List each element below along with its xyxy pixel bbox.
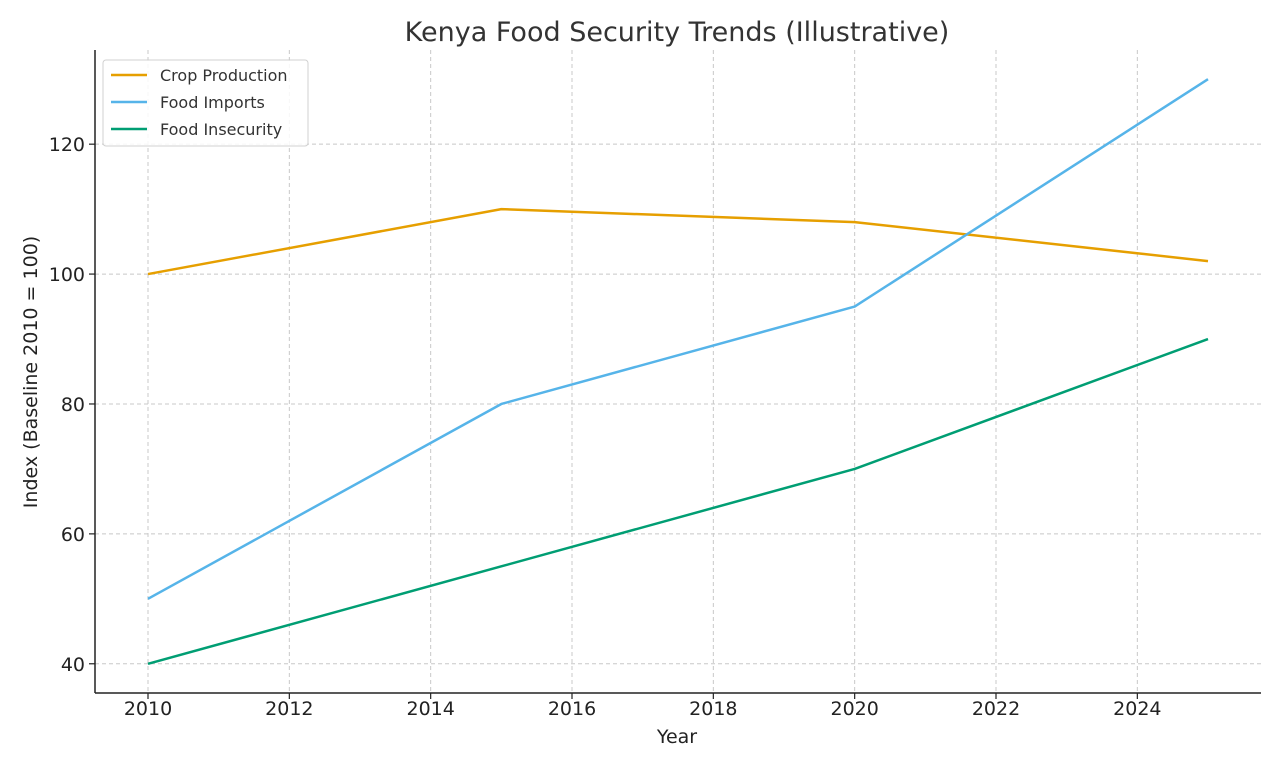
x-tick-label: 2024 <box>1113 698 1161 720</box>
series-group <box>147 78 1209 665</box>
x-tick-label: 2016 <box>548 698 596 720</box>
legend-label-food-imports: Food Imports <box>160 93 265 112</box>
series-line-food-insecurity <box>147 337 1209 665</box>
chart-title: Kenya Food Security Trends (Illustrative… <box>405 17 950 48</box>
x-axis-label: Year <box>656 726 697 748</box>
x-tick-label: 2014 <box>406 698 454 720</box>
y-tick-label: 40 <box>61 654 85 676</box>
x-tick-label: 2012 <box>265 698 313 720</box>
legend-label-crop-production: Crop Production <box>160 66 288 85</box>
legend-label-food-insecurity: Food Insecurity <box>160 120 282 139</box>
y-ticks: 40 60 80 100 120 <box>49 134 95 676</box>
legend: Crop Production Food Imports Food Insecuri… <box>102 59 309 147</box>
x-tick-label: 2020 <box>830 698 878 720</box>
y-tick-label: 80 <box>61 394 85 416</box>
y-tick-label: 120 <box>49 134 85 156</box>
y-tick-label: 100 <box>49 264 85 286</box>
y-axis-label: Index (Baseline 2010 = 100) <box>20 236 42 508</box>
x-ticks: 2010 2012 2014 2016 2018 2020 2022 2024 <box>124 693 1162 720</box>
x-tick-label: 2018 <box>689 698 737 720</box>
y-tick-label: 60 <box>61 524 85 546</box>
legend-box <box>102 59 309 147</box>
x-tick-label: 2022 <box>972 698 1020 720</box>
series-line-crop-production <box>147 207 1209 276</box>
x-tick-label: 2010 <box>124 698 172 720</box>
grid-lines <box>95 50 1261 693</box>
series-line-food-imports <box>147 78 1209 600</box>
